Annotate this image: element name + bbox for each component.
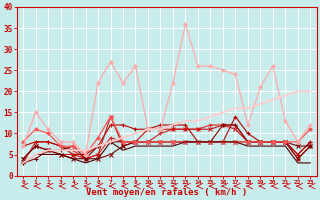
X-axis label: Vent moyen/en rafales ( km/h ): Vent moyen/en rafales ( km/h ) xyxy=(86,188,247,197)
